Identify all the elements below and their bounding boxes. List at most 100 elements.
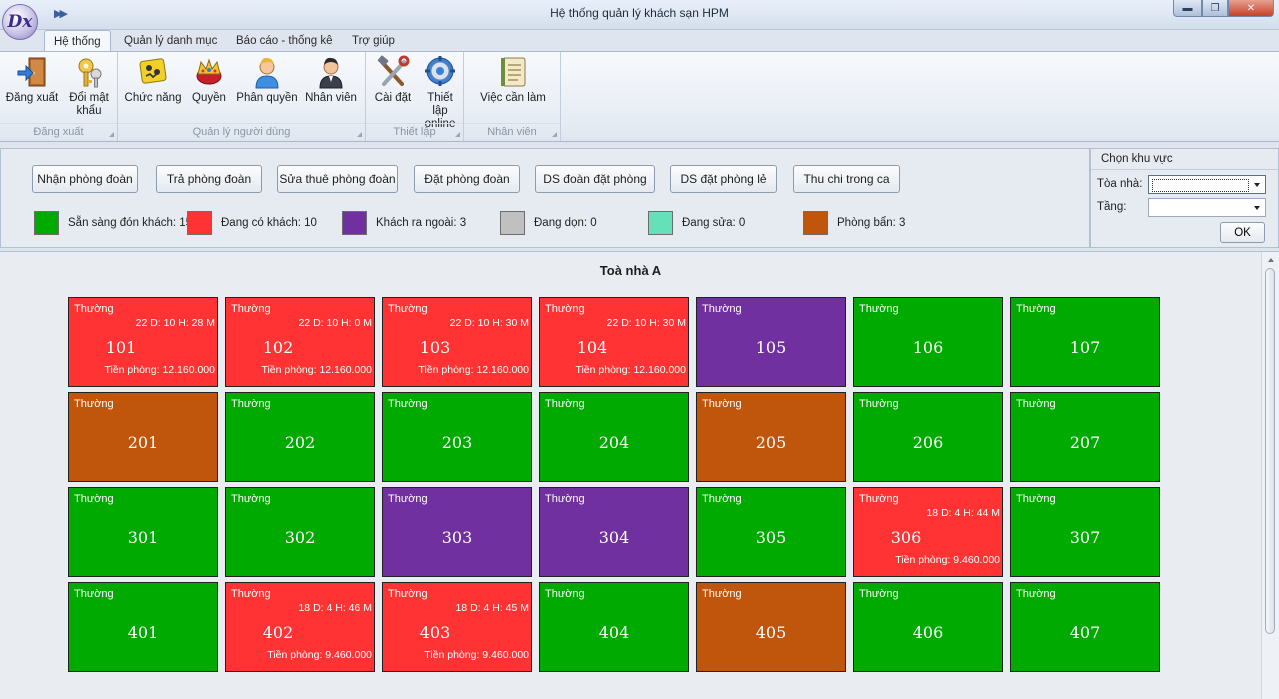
room-stay-duration: 22 D: 10 H: 30 M: [449, 317, 529, 329]
room-tile-104[interactable]: Thường 104 22 D: 10 H: 30 M Tiền phòng: 12.…: [539, 297, 689, 387]
room-number: 206: [912, 433, 944, 452]
room-tile-107[interactable]: Thường 107: [1010, 297, 1160, 387]
building-select[interactable]: [1148, 175, 1266, 194]
room-stay-duration: 18 D: 4 H: 44 M: [926, 507, 1000, 519]
room-type: Thường: [231, 588, 271, 600]
group-launcher-icon[interactable]: [552, 132, 557, 137]
room-tile-306[interactable]: Thường 306 18 D: 4 H: 44 M Tiền phòng: 9.46…: [853, 487, 1003, 577]
building-select-value: [1152, 179, 1249, 192]
group-check-out-button[interactable]: Trả phòng đoàn: [156, 165, 262, 193]
room-tile-404[interactable]: Thường 404: [539, 582, 689, 672]
functions-button[interactable]: Chức năng: [124, 54, 182, 122]
group-booking-list-button[interactable]: DS đoàn đặt phòng: [535, 165, 655, 193]
room-tile-204[interactable]: Thường 204: [539, 392, 689, 482]
room-tile-205[interactable]: Thường 205: [696, 392, 846, 482]
tools-icon: [377, 55, 410, 86]
room-tile-206[interactable]: Thường 206: [853, 392, 1003, 482]
online-setup-button[interactable]: Thiết lập online: [418, 54, 462, 130]
settings-button[interactable]: Cài đặt: [371, 54, 415, 122]
vertical-scrollbar[interactable]: [1261, 252, 1279, 699]
scroll-thumb[interactable]: [1265, 268, 1275, 634]
gear-icon: [425, 56, 455, 86]
group-check-in-button[interactable]: Nhận phòng đoàn: [32, 165, 138, 193]
app-logo[interactable]: Dx: [2, 4, 38, 40]
ok-button[interactable]: OK: [1220, 222, 1265, 243]
scroll-up-icon[interactable]: [1268, 258, 1274, 262]
minimize-button[interactable]: ▬: [1173, 0, 1202, 17]
legend-occupied: Đang có khách: 10: [187, 211, 317, 235]
room-type: Thường: [1016, 398, 1056, 410]
room-tile-201[interactable]: Thường 201: [68, 392, 218, 482]
room-tile-207[interactable]: Thường 207: [1010, 392, 1160, 482]
building-title: Toà nhà A: [599, 263, 662, 278]
rooms-area: Toà nhà A Thường 101 22 D: 10 H: 28 M Tiền …: [0, 251, 1279, 699]
single-booking-list-button[interactable]: DS đặt phòng lẻ: [670, 165, 777, 193]
room-number: 202: [284, 433, 316, 452]
room-number: 303: [441, 528, 473, 547]
floor-select[interactable]: [1148, 198, 1266, 217]
room-type: Thường: [388, 303, 428, 315]
group-launcher-icon[interactable]: [109, 132, 114, 137]
room-tile-402[interactable]: Thường 402 18 D: 4 H: 46 M Tiền phòng: 9.46…: [225, 582, 375, 672]
room-price: Tiền phòng: 12.160.000: [104, 364, 215, 376]
todo-label: Việc cần làm: [480, 92, 546, 104]
edit-group-rental-button[interactable]: Sửa thuê phòng đoàn: [277, 165, 398, 193]
room-tile-406[interactable]: Thường 406: [853, 582, 1003, 672]
room-type: Thường: [74, 303, 114, 315]
room-tile-305[interactable]: Thường 305: [696, 487, 846, 577]
group-booking-button[interactable]: Đặt phòng đoàn: [414, 165, 520, 193]
shift-income-expense-button[interactable]: Thu chi trong ca: [793, 165, 900, 193]
online-setup-label-line2: online: [424, 118, 456, 130]
room-tile-401[interactable]: Thường 401: [68, 582, 218, 672]
maximize-button[interactable]: ❐: [1202, 0, 1228, 17]
user-icon: [255, 57, 279, 89]
room-type: Thường: [231, 493, 271, 505]
room-tile-202[interactable]: Thường 202: [225, 392, 375, 482]
room-type: Thường: [74, 493, 114, 505]
quick-access-expand-icon[interactable]: ▶▶: [54, 8, 68, 20]
room-tile-407[interactable]: Thường 407: [1010, 582, 1160, 672]
legend-dirty: Phòng bẩn: 3: [803, 211, 905, 235]
group-launcher-icon[interactable]: [357, 132, 362, 137]
room-number: 104: [576, 338, 608, 357]
room-tile-405[interactable]: Thường 405: [696, 582, 846, 672]
change-password-keys-icon: [78, 58, 102, 88]
legend-dirty-text: Phòng bẩn: 3: [837, 217, 906, 229]
todo-button[interactable]: Việc cần làm: [476, 54, 550, 122]
tab-tro-giup[interactable]: Trợ giúp: [352, 35, 395, 47]
room-tile-303[interactable]: Thường 303: [382, 487, 532, 577]
group-launcher-icon[interactable]: [455, 132, 460, 137]
ribbon-group-settings: Cài đặt Thiết lập online Thiết lập: [366, 52, 464, 141]
tab-bao-cao-thong-ke[interactable]: Báo cáo - thống kê: [236, 35, 333, 47]
legend-occupied-text: Đang có khách: 10: [221, 217, 317, 229]
legend-out-text: Khách ra ngoài: 3: [376, 217, 467, 229]
room-tile-403[interactable]: Thường 403 18 D: 4 H: 45 M Tiền phòng: 9.46…: [382, 582, 532, 672]
room-tile-106[interactable]: Thường 106: [853, 297, 1003, 387]
tab-he-thong[interactable]: Hệ thống: [44, 30, 111, 52]
ribbon: Đăng xuất Đổi mật khẩu Đăng xuất: [0, 51, 1279, 142]
room-price: Tiền phòng: 12.160.000: [575, 364, 686, 376]
tab-quan-ly-danh-muc[interactable]: Quản lý danh mục: [124, 35, 218, 47]
close-button[interactable]: ✕: [1228, 0, 1274, 17]
room-type: Thường: [388, 588, 428, 600]
legend-cleaning: Đang dọn: 0: [500, 211, 597, 235]
employees-button[interactable]: Nhân viên: [301, 54, 361, 122]
assign-permissions-button[interactable]: Phân quyền: [235, 54, 299, 122]
room-number: 407: [1069, 623, 1101, 642]
legend-swatch-ready: [34, 211, 59, 235]
room-tile-301[interactable]: Thường 301: [68, 487, 218, 577]
title-bar: Dx ▶▶ Hệ thống quản lý khách sạn HPM ▬ ❐…: [0, 0, 1279, 40]
room-tile-304[interactable]: Thường 304: [539, 487, 689, 577]
legend-ready-text: Sẵn sàng đón khách: 15: [68, 217, 193, 229]
logout-button[interactable]: Đăng xuất: [4, 54, 60, 122]
change-password-button[interactable]: Đổi mật khẩu: [63, 54, 115, 122]
room-tile-203[interactable]: Thường 203: [382, 392, 532, 482]
permissions-button[interactable]: Quyền: [184, 54, 234, 122]
room-tile-103[interactable]: Thường 103 22 D: 10 H: 30 M Tiền phòng: 12.…: [382, 297, 532, 387]
room-tile-302[interactable]: Thường 302: [225, 487, 375, 577]
room-tile-101[interactable]: Thường 101 22 D: 10 H: 28 M Tiền phòng: 12.…: [68, 297, 218, 387]
room-tile-105[interactable]: Thường 105: [696, 297, 846, 387]
room-tile-102[interactable]: Thường 102 22 D: 10 H: 0 M Tiền phòng: 12.1…: [225, 297, 375, 387]
room-tile-307[interactable]: Thường 307: [1010, 487, 1160, 577]
change-password-label-line2: khẩu: [76, 105, 102, 117]
